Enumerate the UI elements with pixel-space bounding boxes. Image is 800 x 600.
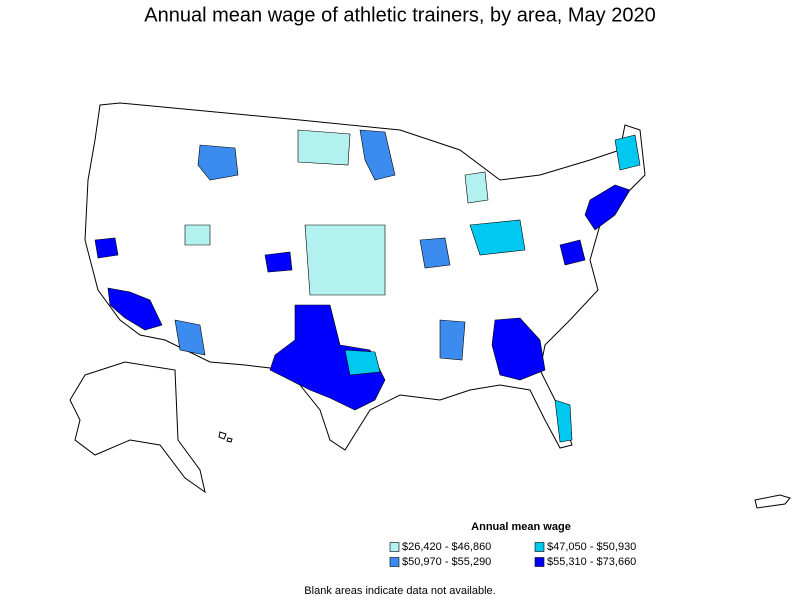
region [559,239,586,266]
region [107,287,163,331]
region [464,171,489,204]
region [264,251,293,273]
legend-swatch [389,557,400,567]
region [94,237,119,259]
region [174,319,206,356]
legend-swatch [534,557,545,567]
map-title: Annual mean wage of athletic trainers, b… [144,4,655,26]
region [269,304,386,411]
region [419,237,451,269]
region [359,129,396,181]
alaska [69,361,206,494]
region [197,144,239,181]
hawaii [218,431,233,443]
us-map [69,102,791,509]
region [469,219,526,256]
region [304,224,386,296]
legend-label: $55,310 - $73,660 [547,556,636,568]
region [344,349,381,376]
footnote: Blank areas indicate data not available. [304,585,495,597]
legend-swatch [389,542,400,552]
legend: $26,420 - $46,860 $47,050 - $50,930 $50,97… [389,541,636,568]
region [614,134,641,171]
legend-label: $47,050 - $50,930 [547,541,636,553]
legend-swatch [534,542,545,552]
legend-label: $50,970 - $55,290 [402,556,491,568]
legend-label: $26,420 - $46,860 [402,541,491,553]
region [184,224,211,246]
legend-title: Annual mean wage [471,521,571,533]
region [584,184,631,231]
region [439,319,466,361]
region [491,317,546,381]
region [554,399,573,443]
region [297,129,351,166]
puerto-rico [754,494,791,509]
